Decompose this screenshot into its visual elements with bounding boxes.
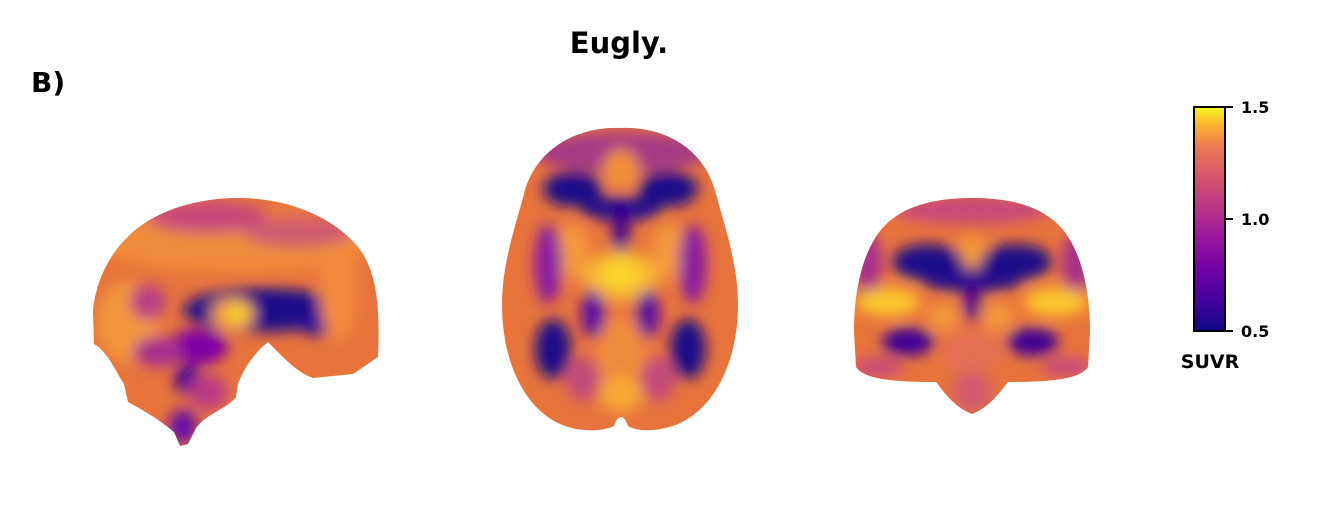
sagittal-brain-slice	[93, 198, 379, 446]
colorbar-tick-label: 0.5	[1241, 322, 1269, 341]
colorbar-label: SUVR	[1180, 351, 1240, 373]
axial-brain-slice	[502, 127, 738, 431]
colorbar-gradient	[1193, 106, 1226, 332]
colorbar-tick-label: 1.0	[1241, 210, 1269, 229]
colorbar-tick-label: 1.5	[1241, 98, 1269, 117]
colorbar: 1.5 1.0 0.5	[1193, 98, 1269, 341]
figure-title: Eugly.	[569, 26, 669, 60]
panel-label: B)	[31, 66, 66, 99]
coronal-brain-slice	[854, 198, 1090, 414]
